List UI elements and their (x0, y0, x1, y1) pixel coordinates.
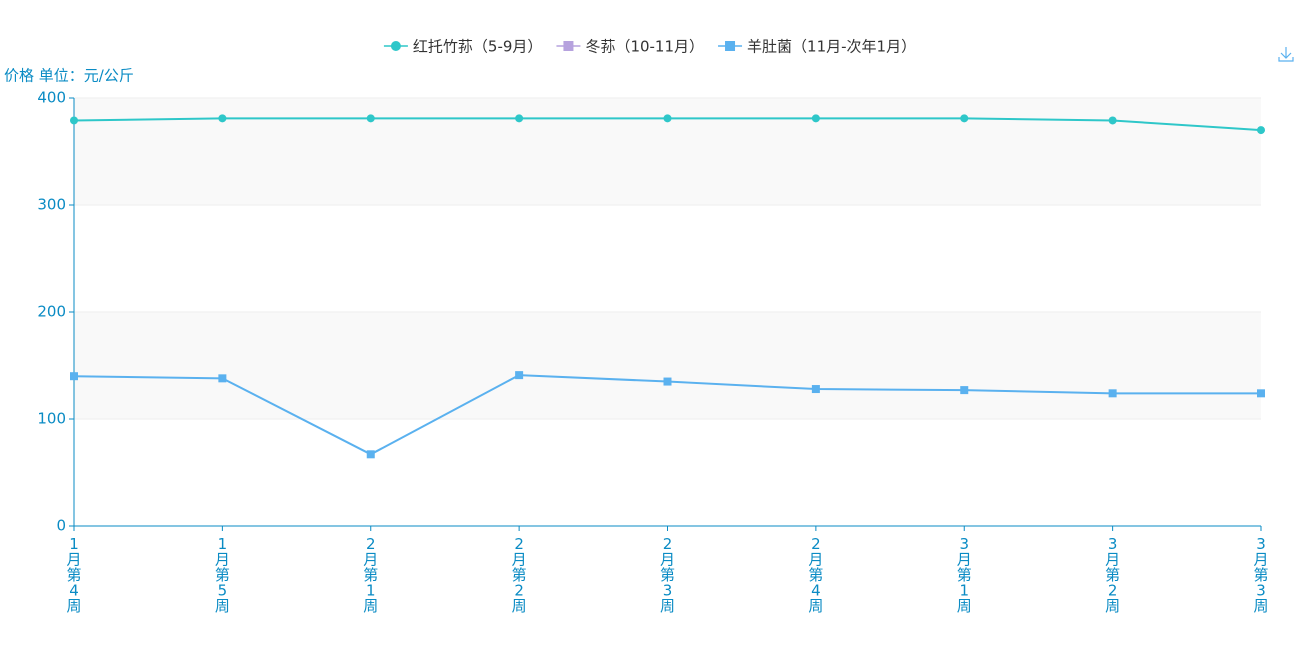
point (366, 114, 375, 123)
x-tick-char: 第 (957, 566, 972, 584)
x-tick-char: 4 (811, 581, 821, 599)
x-tick-char: 2 (514, 581, 524, 599)
point (1257, 126, 1265, 135)
point (960, 386, 969, 395)
x-tick-char: 2 (366, 535, 376, 553)
split-area (74, 98, 1261, 205)
y-tick-label: 300 (37, 196, 66, 214)
x-tick-char: 周 (215, 597, 230, 615)
x-tick-char: 3 (959, 535, 969, 553)
y-tick-label: 400 (37, 89, 66, 107)
x-tick-char: 2 (1108, 581, 1118, 599)
x-tick-char: 第 (660, 566, 675, 584)
y-tick-label: 0 (56, 517, 66, 535)
x-tick-char: 周 (1253, 597, 1268, 615)
y-axis-label: 价格 单位：元/公斤 (4, 67, 134, 85)
x-tick-char: 3 (663, 581, 673, 599)
point (70, 116, 78, 125)
legend-marker (563, 41, 574, 51)
x-tick-char: 第 (1253, 566, 1268, 584)
x-tick-char: 1 (218, 535, 228, 553)
x-tick-label: 3 月第 1 周 (957, 535, 972, 615)
x-tick-char: 周 (957, 597, 972, 615)
point (515, 114, 524, 123)
x-tick-char: 月 (660, 550, 675, 568)
x-tick-char: 第 (1105, 566, 1120, 584)
point (218, 114, 227, 123)
point (366, 450, 375, 459)
y-tick-label: 100 (37, 410, 66, 428)
x-tick-char: 月 (363, 550, 378, 568)
legend-marker (725, 41, 736, 51)
x-tick-char: 月 (1253, 550, 1268, 568)
point (218, 374, 227, 383)
point (1257, 389, 1265, 398)
point (960, 114, 969, 123)
y-tick-label: 200 (37, 303, 66, 321)
x-tick-char: 月 (66, 550, 81, 568)
x-tick-char: 周 (660, 597, 675, 615)
x-tick-char: 3 (1108, 535, 1118, 553)
x-tick-label: 1 月第 4 周 (66, 535, 81, 615)
x-tick-label: 2 月第 3 周 (660, 535, 675, 615)
x-tick-char: 4 (69, 581, 79, 599)
point (811, 114, 820, 123)
x-tick-label: 2 月第 1 周 (363, 535, 378, 615)
x-tick-char: 第 (66, 566, 81, 584)
point (663, 377, 672, 386)
x-tick-char: 1 (366, 581, 376, 599)
x-tick-char: 第 (215, 566, 230, 584)
x-tick-char: 周 (512, 597, 527, 615)
x-tick-char: 3 (1256, 535, 1266, 553)
split-area (74, 312, 1261, 419)
x-tick-char: 2 (663, 535, 673, 553)
x-tick-char: 3 (1256, 581, 1266, 599)
point (70, 372, 78, 381)
x-tick-char: 周 (66, 597, 81, 615)
point (1108, 116, 1117, 125)
legend-label: 冬荪（10-11月） (585, 38, 704, 56)
x-tick-label: 3 月第 2 周 (1105, 535, 1120, 615)
x-tick-char: 周 (1105, 597, 1120, 615)
x-tick-char: 1 (959, 581, 969, 599)
x-tick-char: 2 (811, 535, 821, 553)
x-tick-char: 5 (218, 581, 228, 599)
x-tick-label: 2 月第 4 周 (808, 535, 823, 615)
point (1108, 389, 1117, 398)
x-tick-char: 2 (514, 535, 524, 553)
x-tick-char: 第 (808, 566, 823, 584)
point (811, 385, 820, 394)
x-tick-char: 月 (1105, 550, 1120, 568)
legend-marker (390, 41, 401, 51)
point (515, 371, 524, 380)
x-tick-char: 月 (512, 550, 527, 568)
x-tick-char: 1 (69, 535, 79, 553)
legend: 红托竹荪（5-9月） 冬荪（10-11月） 羊肚菌（11月-次年1月） (383, 38, 916, 56)
x-tick-label: 3 月第 3 周 (1253, 535, 1268, 615)
legend-label: 红托竹荪（5-9月） (413, 38, 543, 56)
x-tick-char: 周 (363, 597, 378, 615)
x-tick-char: 周 (808, 597, 823, 615)
download-icon[interactable] (1278, 47, 1294, 62)
x-tick-char: 月 (808, 550, 823, 568)
legend-label: 羊肚菌（11月-次年1月） (747, 38, 916, 56)
x-tick-char: 第 (512, 566, 527, 584)
point (663, 114, 672, 123)
x-tick-char: 第 (363, 566, 378, 584)
x-tick-label: 1 月第 5 周 (215, 535, 230, 615)
x-tick-char: 月 (215, 550, 230, 568)
x-tick-char: 月 (957, 550, 972, 568)
x-tick-label: 2 月第 2 周 (512, 535, 527, 615)
